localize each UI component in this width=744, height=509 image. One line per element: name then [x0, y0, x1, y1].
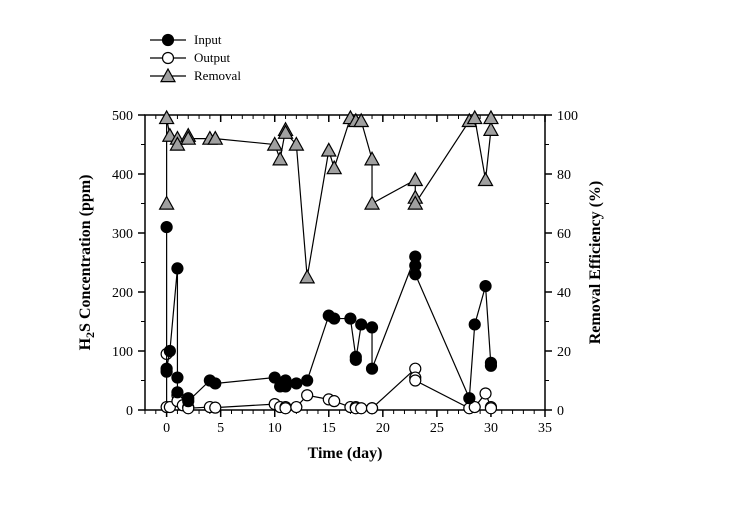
y-right-tick-label: 40	[557, 286, 571, 301]
x-tick-label: 35	[538, 421, 552, 436]
legend-label-output: Output	[194, 50, 231, 65]
legend: Input Output Removal	[150, 32, 241, 83]
chart-container: 0 5 10 15 20 25 30 35 0 100 200 300 400 500 0 20 40 60 80 1…	[0, 0, 744, 509]
y-left-tick-label: 400	[112, 168, 133, 183]
x-tick-label: 15	[322, 421, 336, 436]
y-left-axis-label: H2S Concentration (ppm)	[77, 175, 97, 351]
y-left-tick-label: 100	[112, 345, 133, 360]
y-right-tick-label: 0	[557, 404, 564, 419]
x-tick-label: 5	[217, 421, 224, 436]
y-right-axis-label: Removal Efficiency (%)	[587, 181, 604, 345]
y-right-tick-label: 20	[557, 345, 571, 360]
x-axis-label: Time (day)	[308, 445, 383, 462]
y-right-tick-label: 100	[557, 109, 578, 124]
y-right-tick-label: 60	[557, 227, 571, 242]
x-tick-label: 0	[163, 421, 170, 436]
x-tick-label: 10	[268, 421, 282, 436]
x-tick-label: 30	[484, 421, 498, 436]
series-input	[161, 222, 496, 407]
series-removal	[160, 111, 498, 283]
legend-label-input: Input	[194, 32, 222, 47]
y-left-tick-label: 300	[112, 227, 133, 242]
y-left-tick-label: 500	[112, 109, 133, 124]
x-tick-label: 20	[376, 421, 390, 436]
y-left-tick-label: 0	[126, 404, 133, 419]
x-tick-label: 25	[430, 421, 444, 436]
y-right-tick-label: 80	[557, 168, 571, 183]
svg-text:Removal Efficiency (%): Removal Efficiency (%)	[587, 181, 604, 345]
y-left-tick-label: 200	[112, 286, 133, 301]
chart-svg: 0 5 10 15 20 25 30 35 0 100 200 300 400 500 0 20 40 60 80 1…	[0, 0, 744, 509]
svg-text:H2S Concentration (ppm): H2S Concentration (ppm)	[77, 175, 97, 351]
legend-label-removal: Removal	[194, 68, 241, 83]
